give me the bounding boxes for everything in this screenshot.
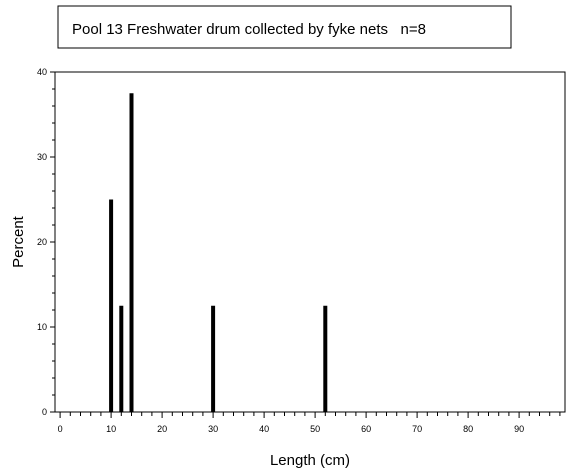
- y-tick-label: 20: [37, 237, 47, 247]
- title-box: [57, 5, 512, 49]
- x-tick-label: 80: [463, 424, 473, 434]
- y-axis-label: Percent: [10, 215, 27, 268]
- x-axis-label: Length (cm): [270, 452, 350, 469]
- y-tick-label: 10: [37, 322, 47, 332]
- chart-title: Pool 13 Freshwater drum collected by fyk…: [72, 21, 426, 38]
- x-tick-label: 70: [412, 424, 422, 434]
- x-tick-label: 50: [310, 424, 320, 434]
- bars: [109, 93, 328, 412]
- bar: [323, 305, 328, 412]
- y-axis: 0 10 20 30 40: [37, 67, 55, 417]
- y-tick-label: 30: [37, 152, 47, 162]
- x-tick-label: 40: [259, 424, 269, 434]
- bar: [211, 305, 216, 412]
- x-tick-label: 60: [361, 424, 371, 434]
- y-tick-label: 0: [42, 407, 47, 417]
- bar: [109, 199, 114, 412]
- x-axis: 0 10 20 30 40 50 60 70 80 90: [58, 412, 561, 434]
- x-tick-label: 0: [58, 424, 63, 434]
- y-tick-label: 40: [37, 67, 47, 77]
- x-tick-label: 20: [157, 424, 167, 434]
- x-tick-label: 30: [208, 424, 218, 434]
- x-tick-label: 90: [514, 424, 524, 434]
- bar: [129, 93, 134, 412]
- bar: [119, 305, 124, 412]
- x-tick-label: 10: [106, 424, 116, 434]
